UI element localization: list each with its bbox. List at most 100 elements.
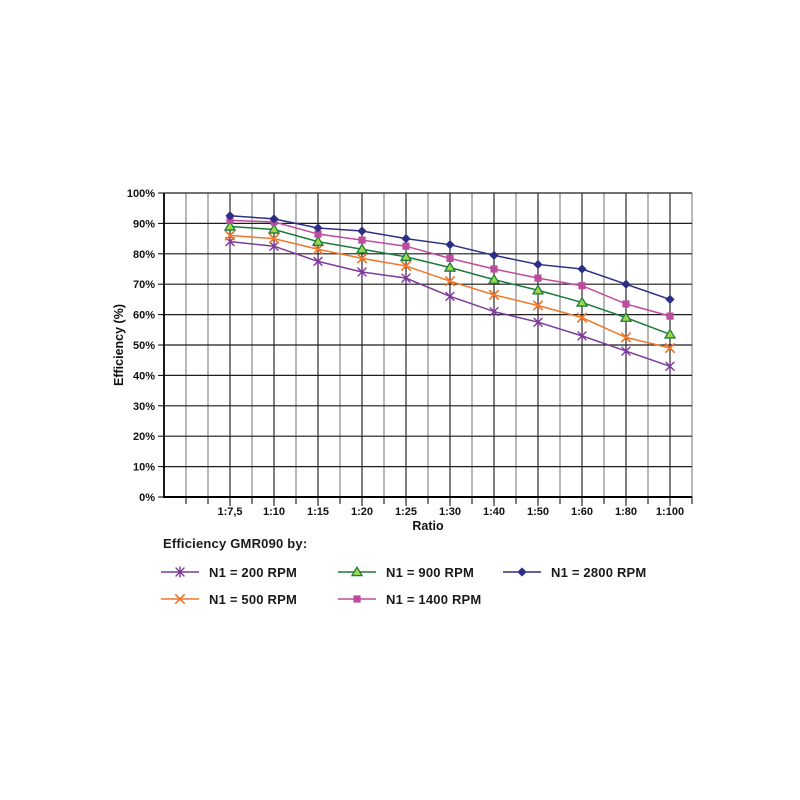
y-tick-label: 50% [133,340,155,352]
triangle-marker-icon [443,261,457,272]
diamond-marker-icon [357,226,367,236]
triangle-marker-icon [311,235,325,246]
square-marker-icon [578,282,586,290]
x-tick-label: 1:30 [439,506,461,518]
diamond-marker-icon [577,264,587,274]
legend-item-label: N1 = 900 RPM [386,564,475,580]
diamond-marker-icon [665,294,675,304]
legend-marker [503,567,541,577]
star-marker-icon [445,290,455,303]
legend-item-label: N1 = 200 RPM [209,564,298,580]
x-tick-label: 1:60 [571,506,593,518]
square-marker-icon [622,300,630,308]
x-marker-icon [400,260,412,272]
triangle-marker-icon [267,223,281,234]
x-marker-icon [312,244,324,255]
x-marker-icon [444,276,456,287]
star-marker-icon [357,266,367,278]
star-marker-icon [175,566,185,578]
star-marker-icon [401,272,411,284]
legend-item-label: N1 = 2800 RPM [551,564,647,580]
legend-marker [338,565,376,577]
legend-item-label: N1 = 500 RPM [209,591,298,607]
star-marker-icon [269,240,279,252]
star-marker-icon [665,360,675,372]
x-tick-label: 1:80 [615,506,637,518]
square-marker-icon [358,236,366,244]
legend-item: N1 = 200 RPM [160,564,297,580]
series-markers [224,230,676,354]
x-tick-label: 1:7,5 [217,506,242,518]
x-tick-label: 1:15 [307,506,329,518]
triangle-marker-icon [487,273,501,284]
y-axis-title: Efficiency (%) [112,304,126,386]
triangle-marker-icon [223,220,237,231]
triangle-marker-icon [575,296,589,307]
triangle-marker-icon [399,250,413,262]
series-n1-200-rpm [225,235,675,372]
y-tick-label: 10% [133,462,155,474]
legend-item: N1 = 2800 RPM [502,564,646,580]
y-tick-label: 80% [133,249,155,261]
x-tick-label: 1:20 [351,506,373,518]
axes [158,192,693,506]
diamond-marker-icon [533,259,543,270]
square-marker-icon [353,595,361,603]
x-marker-icon [620,332,632,343]
star-marker-icon [533,316,543,328]
series-n1-1400-rpm [226,216,674,320]
x-marker-icon [488,289,500,300]
legend-item: N1 = 500 RPM [160,591,297,607]
triangle-marker-icon [619,311,633,322]
x-marker-icon [576,312,588,323]
triangle-marker-icon [531,284,545,295]
series-markers [223,220,677,339]
legend-item-label: N1 = 1400 RPM [386,591,482,607]
series-markers [225,211,675,304]
y-tick-label: 30% [133,401,155,413]
y-tick-label: 60% [133,310,155,322]
series-n1-500-rpm [224,230,676,354]
legend-item: N1 = 1400 RPM [337,591,481,607]
legend-marker [161,566,199,578]
x-marker-icon [664,342,676,354]
x-marker-icon [224,230,236,241]
square-marker-icon [446,254,454,262]
series-n1-2800-rpm [225,211,675,304]
series-n1-900-rpm [223,220,677,339]
triangle-marker-icon [355,243,369,254]
y-tick-label: 40% [133,370,155,382]
x-tick-label: 1:50 [527,506,549,518]
y-tick-label: 20% [133,431,155,443]
square-marker-icon [666,312,674,320]
x-tick-label: 1:40 [483,506,505,518]
square-marker-icon [314,230,322,238]
star-marker-icon [577,330,587,342]
diamond-marker-icon [517,567,527,577]
x-axis-title: Ratio [412,519,444,533]
y-tick-label: 70% [133,279,155,291]
star-marker-icon [313,255,323,268]
diamond-marker-icon [313,223,323,233]
legend-marker [161,593,199,605]
legend-item: N1 = 900 RPM [337,564,474,580]
star-marker-icon [621,345,631,357]
x-marker-icon [174,593,186,605]
diamond-marker-icon [621,279,631,289]
x-marker-icon [268,233,280,244]
square-marker-icon [402,242,410,250]
triangle-marker-icon [663,328,677,339]
y-tick-label: 0% [139,492,155,504]
diamond-marker-icon [489,250,499,260]
series-markers [225,235,675,372]
gridlines [164,192,693,497]
legend-title: Efficiency GMR090 by: [163,536,308,551]
x-tick-label: 1:25 [395,506,417,518]
diamond-marker-icon [269,214,279,224]
triangle-marker-icon [350,565,364,577]
square-marker-icon [490,265,498,273]
y-tick-label: 100% [127,188,155,200]
x-marker-icon [532,300,544,311]
